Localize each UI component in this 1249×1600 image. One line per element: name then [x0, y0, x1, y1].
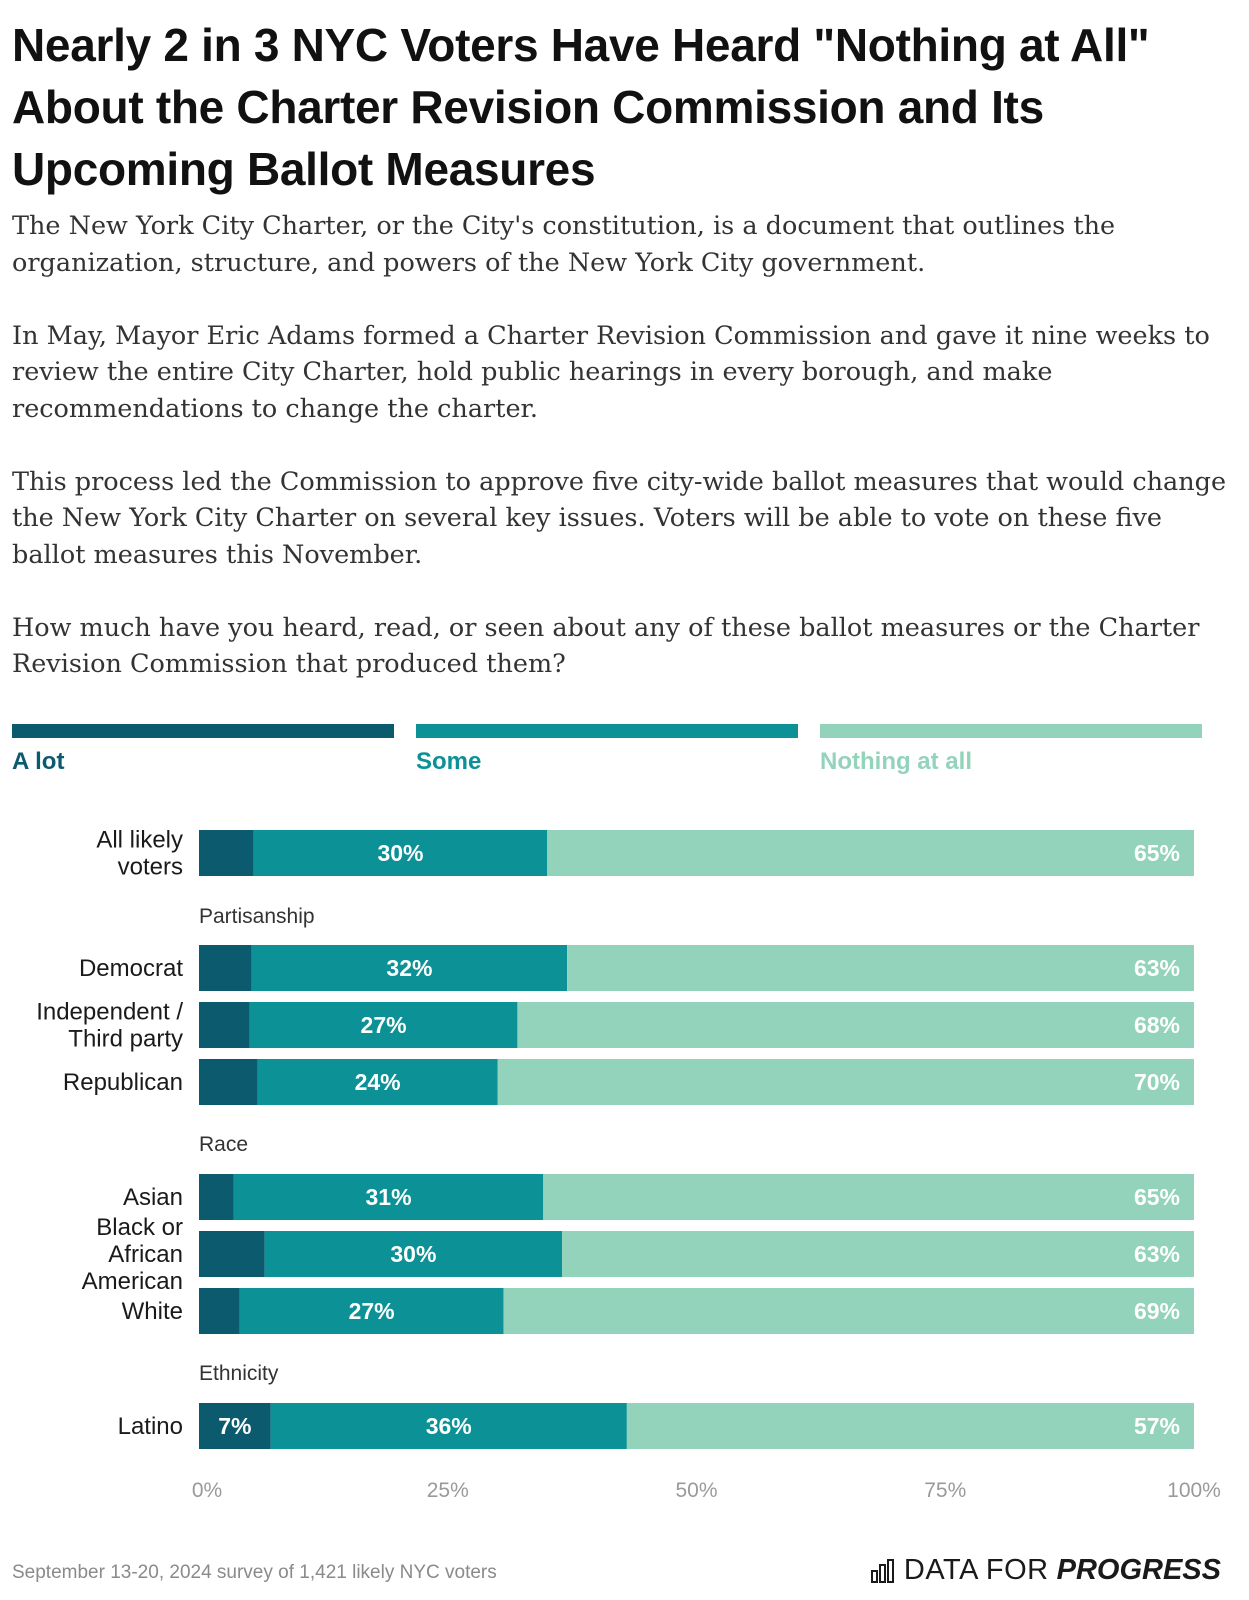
data-label: 36% [426, 1413, 472, 1439]
category-label: American [82, 1268, 183, 1295]
data-label: 68% [1134, 1012, 1180, 1038]
bar-segment [199, 945, 252, 991]
paragraph: In May, Mayor Eric Adams formed a Charte… [12, 320, 1210, 424]
bar-segment [497, 1059, 1194, 1105]
legend-swatch [820, 724, 1202, 738]
category-label: Third party [68, 1026, 183, 1053]
brand-logo: DATA FOR PROGRESS [870, 1554, 1221, 1587]
bar-segment [517, 1002, 1194, 1048]
category-label: Asian [123, 1184, 183, 1211]
category-label: Republican [63, 1069, 183, 1096]
data-label: 57% [1134, 1413, 1180, 1439]
bar-segment [199, 1403, 271, 1449]
footnote: September 13-20, 2024 survey of 1,421 li… [12, 1562, 497, 1583]
bar-segment [543, 1174, 1194, 1220]
data-label: 63% [1134, 955, 1180, 981]
data-label: 24% [355, 1069, 401, 1095]
bar-segment [567, 945, 1194, 991]
legend-item-nothing-at-all: Nothing at all [820, 724, 1202, 776]
bar-segment [239, 1288, 504, 1334]
category-label: All likely [96, 830, 183, 854]
bar-segment [199, 1174, 234, 1220]
data-label: 65% [1134, 840, 1180, 866]
group-label: Ethnicity [199, 1362, 279, 1385]
data-label: 32% [386, 955, 432, 981]
bar-segment [199, 1288, 240, 1334]
bar-segment [503, 1288, 1195, 1334]
x-tick-label: 75% [924, 1479, 966, 1502]
data-label: 30% [390, 1241, 436, 1267]
bar-segment [249, 1002, 518, 1048]
legend-label: Some [416, 748, 482, 775]
bar-segment [251, 945, 568, 991]
data-label: 27% [361, 1012, 407, 1038]
legend-swatch [12, 724, 394, 738]
data-label: 65% [1134, 1184, 1180, 1210]
bar-segment [253, 830, 548, 876]
category-label: Black or [96, 1214, 183, 1241]
legend-item-a-lot: A lot [12, 724, 394, 776]
category-label: Democrat [79, 955, 183, 982]
bar-segment [264, 1231, 563, 1277]
x-tick-label: 25% [427, 1479, 469, 1502]
data-label: 31% [366, 1184, 412, 1210]
bar-segment [257, 1059, 498, 1105]
brand-text: DATA FOR [903, 1554, 1049, 1586]
bar-segment [199, 830, 254, 876]
legend-label: Nothing at all [820, 748, 972, 775]
paragraph: The New York City Charter, or the City's… [12, 211, 1116, 278]
category-label: Independent / [36, 999, 183, 1026]
legend-label: A lot [12, 748, 65, 775]
x-tick-label: 50% [675, 1479, 717, 1502]
legend: A lot Some Nothing at all [12, 724, 1220, 784]
x-tick-label: 0% [192, 1479, 222, 1502]
category-label: voters [118, 854, 183, 881]
bar-segment [199, 1059, 258, 1105]
survey-question: How much have you heard, read, or seen a… [12, 612, 1200, 680]
group-label: Partisanship [199, 905, 315, 928]
legend-item-some: Some [416, 724, 798, 776]
chart-title: Nearly 2 in 3 NYC Voters Have Heard "Not… [12, 19, 1150, 195]
bar-segment [270, 1403, 627, 1449]
bar-segment [199, 1231, 265, 1277]
x-tick-label: 100% [1167, 1479, 1221, 1502]
bar-segment [626, 1403, 1194, 1449]
bar-segment [199, 1002, 250, 1048]
bar-segment [233, 1174, 544, 1220]
data-label: 27% [349, 1298, 395, 1324]
category-label: White [122, 1298, 183, 1325]
data-label: 69% [1134, 1298, 1180, 1324]
data-label: 7% [218, 1413, 251, 1439]
intro-text: The New York City Charter, or the City's… [12, 208, 1232, 719]
data-label: 70% [1134, 1069, 1180, 1095]
bar-segment [547, 830, 1194, 876]
bar-segment [562, 1231, 1194, 1277]
bar-chart-icon [870, 1558, 894, 1583]
category-label: African [108, 1241, 183, 1268]
data-label: 30% [377, 840, 423, 866]
group-label: Race [199, 1133, 248, 1156]
category-label: Latino [118, 1413, 183, 1440]
paragraph: This process led the Commission to appro… [12, 466, 1227, 570]
legend-swatch [416, 724, 798, 738]
brand-text-bold: PROGRESS [1056, 1554, 1221, 1586]
data-label: 63% [1134, 1241, 1180, 1267]
